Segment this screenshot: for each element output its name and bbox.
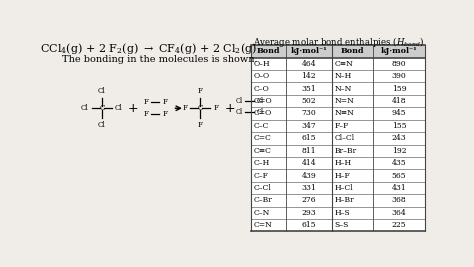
Text: 890: 890 [392, 60, 406, 68]
Text: 390: 390 [392, 72, 407, 80]
Text: kJ·mol⁻¹: kJ·mol⁻¹ [381, 47, 418, 55]
Text: F: F [198, 87, 203, 95]
Bar [251, 107, 425, 120]
Bar [251, 83, 425, 95]
Text: C–H: C–H [254, 159, 270, 167]
Text: 243: 243 [392, 134, 407, 142]
Text: C–O: C–O [254, 85, 270, 93]
Bar [251, 207, 425, 219]
Text: C=N: C=N [254, 221, 273, 229]
Bar [251, 194, 425, 207]
Text: 811: 811 [301, 147, 316, 155]
Text: 414: 414 [301, 159, 316, 167]
Text: F: F [162, 111, 167, 119]
Text: kJ·mol⁻¹: kJ·mol⁻¹ [291, 47, 327, 55]
Text: C: C [198, 104, 203, 112]
Text: The bonding in the molecules is shown.: The bonding in the molecules is shown. [62, 55, 257, 64]
Text: O=O: O=O [254, 97, 273, 105]
Text: H–F: H–F [334, 172, 350, 180]
Text: 502: 502 [301, 97, 316, 105]
Text: F: F [182, 104, 187, 112]
Text: Average molar bond enthalpies ($\it{H}$$_{bond}$): Average molar bond enthalpies ($\it{H}$$… [253, 35, 424, 49]
Text: 159: 159 [392, 85, 406, 93]
Text: Cl: Cl [115, 104, 123, 112]
Text: 293: 293 [301, 209, 316, 217]
Text: F: F [143, 98, 148, 106]
Text: C–F: C–F [254, 172, 269, 180]
Text: F: F [198, 121, 203, 129]
Text: N≡N: N≡N [334, 109, 354, 117]
Text: C–N: C–N [254, 209, 270, 217]
Text: C: C [99, 104, 105, 112]
Bar [251, 95, 425, 107]
Bar [251, 219, 425, 231]
Text: CCl$_4$(g) + 2 F$_2$(g) $\rightarrow$ CF$_4$(g) + 2 Cl$_2$(g): CCl$_4$(g) + 2 F$_2$(g) $\rightarrow$ CF… [40, 41, 257, 56]
Text: 351: 351 [301, 85, 316, 93]
Text: 431: 431 [392, 184, 407, 192]
Bar [251, 58, 425, 70]
Text: Br–Br: Br–Br [334, 147, 356, 155]
Text: Cl: Cl [257, 108, 264, 116]
Text: 276: 276 [301, 197, 316, 205]
Text: 730: 730 [301, 109, 316, 117]
Text: Bond: Bond [341, 47, 365, 55]
Text: C=C: C=C [254, 134, 272, 142]
Bar [251, 169, 425, 182]
Text: F: F [162, 98, 167, 106]
Text: C≡C: C≡C [254, 147, 272, 155]
Text: Cl: Cl [98, 87, 106, 95]
Text: F: F [213, 104, 219, 112]
Text: O–H: O–H [254, 60, 270, 68]
Text: Bond: Bond [257, 47, 280, 55]
Text: 439: 439 [301, 172, 316, 180]
Text: F: F [143, 111, 148, 119]
Bar [251, 70, 425, 83]
Text: Cl: Cl [236, 97, 243, 105]
Text: 192: 192 [392, 147, 406, 155]
Text: N–N: N–N [334, 85, 352, 93]
Text: 347: 347 [301, 122, 316, 130]
Text: 142: 142 [301, 72, 316, 80]
Text: N=N: N=N [334, 97, 354, 105]
Bar [251, 45, 425, 58]
Text: H–Cl: H–Cl [334, 184, 353, 192]
Text: S–S: S–S [334, 221, 349, 229]
Text: 565: 565 [392, 172, 406, 180]
Text: C≡N: C≡N [334, 60, 353, 68]
Text: 615: 615 [301, 221, 316, 229]
Text: C–Cl: C–Cl [254, 184, 272, 192]
Text: 464: 464 [301, 60, 316, 68]
Bar [251, 132, 425, 144]
Text: 225: 225 [392, 221, 406, 229]
Bar [251, 144, 425, 157]
Text: F–F: F–F [334, 122, 349, 130]
Text: C–C: C–C [254, 122, 269, 130]
Text: C=O: C=O [254, 109, 272, 117]
Text: Cl: Cl [236, 108, 243, 116]
Text: 368: 368 [392, 197, 407, 205]
Bar [251, 120, 425, 132]
Text: Cl: Cl [257, 97, 264, 105]
Text: H–Br: H–Br [334, 197, 354, 205]
Text: C–Br: C–Br [254, 197, 273, 205]
Text: 615: 615 [301, 134, 316, 142]
Bar [251, 182, 425, 194]
Text: O–O: O–O [254, 72, 270, 80]
Text: 435: 435 [392, 159, 407, 167]
Text: +: + [128, 102, 138, 115]
Text: 945: 945 [392, 109, 406, 117]
Text: +: + [224, 102, 235, 115]
Text: 418: 418 [392, 97, 406, 105]
Text: N–H: N–H [334, 72, 352, 80]
Text: 331: 331 [301, 184, 316, 192]
Text: H–H: H–H [334, 159, 352, 167]
Text: 155: 155 [392, 122, 406, 130]
Bar [251, 157, 425, 169]
Text: Cl: Cl [98, 121, 106, 129]
Text: Cl–Cl: Cl–Cl [334, 134, 355, 142]
Text: 364: 364 [392, 209, 407, 217]
Text: H–S: H–S [334, 209, 350, 217]
Text: Cl: Cl [81, 104, 89, 112]
